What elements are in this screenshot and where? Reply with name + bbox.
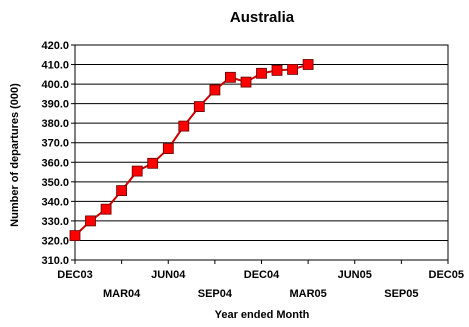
y-tick-label: 390.0 <box>41 99 69 111</box>
y-axis-ticks: 310.0 320.0 330.0 340.0 350.0 360.0 370.0 380.0… <box>41 40 75 267</box>
data-point <box>240 76 252 88</box>
y-tick-label: 340.0 <box>41 196 69 208</box>
data-point <box>69 230 81 242</box>
x-tick-label: DEC04 <box>244 269 280 281</box>
data-point <box>224 71 236 83</box>
y-axis-label: Number of departures (000) <box>9 83 21 227</box>
y-tick-label: 400.0 <box>41 79 69 91</box>
series-line <box>74 63 309 237</box>
x-tick-label: SEP04 <box>198 288 233 300</box>
data-point <box>256 67 267 79</box>
data-point <box>131 165 143 177</box>
x-tick-label: JUN04 <box>151 269 186 281</box>
data-point <box>193 101 205 112</box>
y-tick-label: 380.0 <box>41 118 69 130</box>
x-tick-label: DEC05 <box>429 269 464 281</box>
x-tick-label: DEC03 <box>57 269 92 281</box>
data-point <box>302 59 314 70</box>
y-tick-label: 350.0 <box>41 177 69 189</box>
data-point <box>287 64 299 75</box>
data-point <box>162 143 174 155</box>
y-tick-label: 330.0 <box>41 216 69 228</box>
x-axis-ticks: DEC03 MAR04 JUN04 SEP04 DEC04 MAR05 JUN05 SEP05… <box>57 260 464 300</box>
y-tick-label: 410.0 <box>41 60 69 72</box>
y-tick-label: 360.0 <box>41 157 69 169</box>
x-tick-label: SEP05 <box>384 288 418 300</box>
data-point <box>178 120 190 132</box>
x-tick-label: MAR05 <box>289 288 326 300</box>
data-point <box>116 185 127 197</box>
data-point <box>209 84 221 96</box>
data-point <box>271 65 283 76</box>
y-tick-label: 420.0 <box>41 40 69 52</box>
data-point <box>147 157 159 169</box>
y-tick-label: 370.0 <box>41 138 69 150</box>
data-point <box>85 215 96 227</box>
x-axis-label: Year ended Month <box>215 309 310 321</box>
x-tick-label: JUN05 <box>338 269 372 281</box>
y-tick-label: 320.0 <box>41 235 69 247</box>
data-point <box>100 203 112 215</box>
y-tick-label: 310.0 <box>41 255 69 267</box>
x-tick-label: MAR04 <box>103 288 141 300</box>
data-series <box>69 59 314 242</box>
chart-title: Australia <box>230 9 295 26</box>
